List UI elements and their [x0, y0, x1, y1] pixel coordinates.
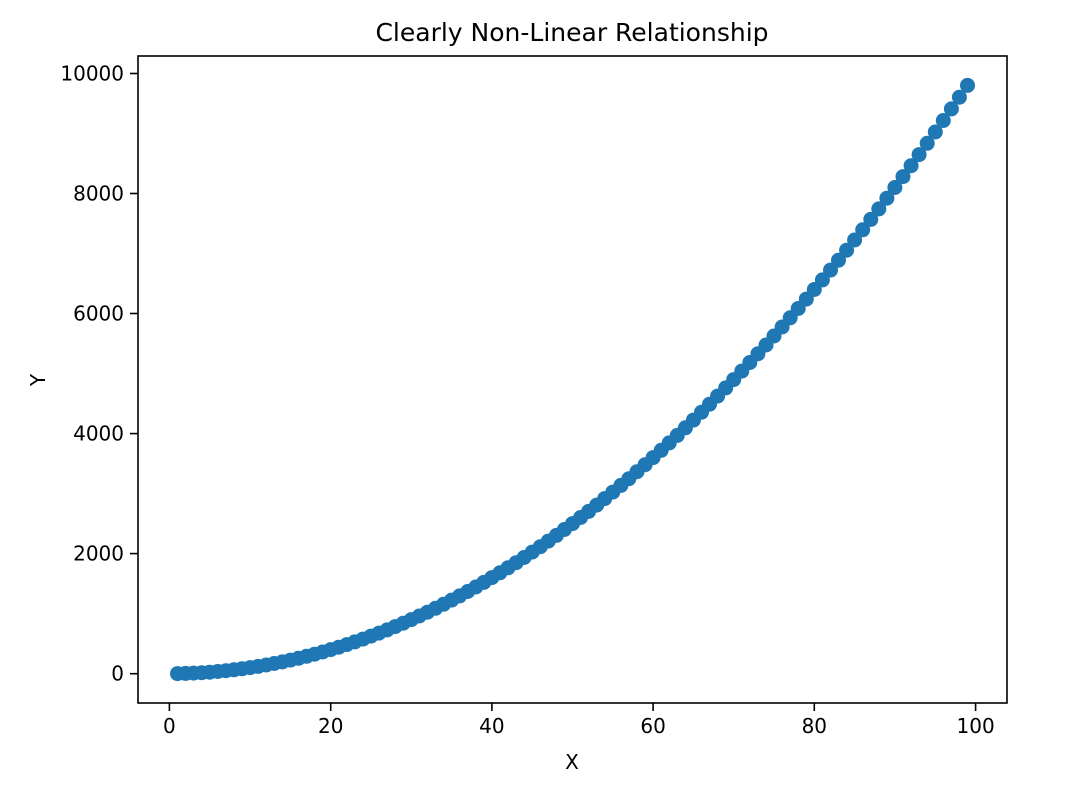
data-point: [895, 169, 911, 185]
x-axis-label: X: [565, 750, 579, 774]
y-tick-label: 0: [111, 662, 124, 686]
y-tick-label: 10000: [60, 62, 124, 86]
y-tick-label: 4000: [73, 422, 124, 446]
data-point: [871, 201, 887, 217]
y-axis-label: Y: [26, 373, 50, 387]
x-axis-ticks: 0 20 40 60 80 100: [163, 703, 995, 738]
x-tick-label: 80: [802, 714, 827, 738]
y-axis-ticks: 0 2000 4000 6000 8000 10000: [60, 62, 138, 686]
plot-area: [138, 56, 1007, 703]
x-tick-label: 20: [318, 714, 343, 738]
data-point: [887, 180, 903, 195]
y-tick-label: 6000: [73, 302, 124, 326]
data-point: [943, 101, 959, 117]
data-point: [839, 242, 855, 258]
x-tick-label: 100: [957, 714, 995, 738]
data-point: [951, 89, 967, 105]
scatter-points: [170, 77, 975, 682]
data-point: [855, 222, 871, 238]
y-tick-label: 2000: [73, 542, 124, 566]
data-point: [911, 147, 927, 163]
x-tick-label: 40: [479, 714, 504, 738]
data-point: [879, 190, 895, 206]
data-point: [847, 232, 863, 248]
data-point: [935, 113, 951, 128]
data-point: [927, 124, 943, 140]
data-point: [960, 77, 975, 93]
chart-title: Clearly Non-Linear Relationship: [375, 18, 768, 47]
data-point: [831, 252, 846, 268]
data-point: [903, 158, 919, 174]
x-tick-label: 60: [640, 714, 665, 738]
x-tick-label: 0: [163, 714, 176, 738]
axis-spines: [137, 55, 1008, 704]
y-tick-label: 8000: [73, 182, 124, 206]
data-point: [919, 135, 935, 151]
data-point: [863, 211, 879, 227]
